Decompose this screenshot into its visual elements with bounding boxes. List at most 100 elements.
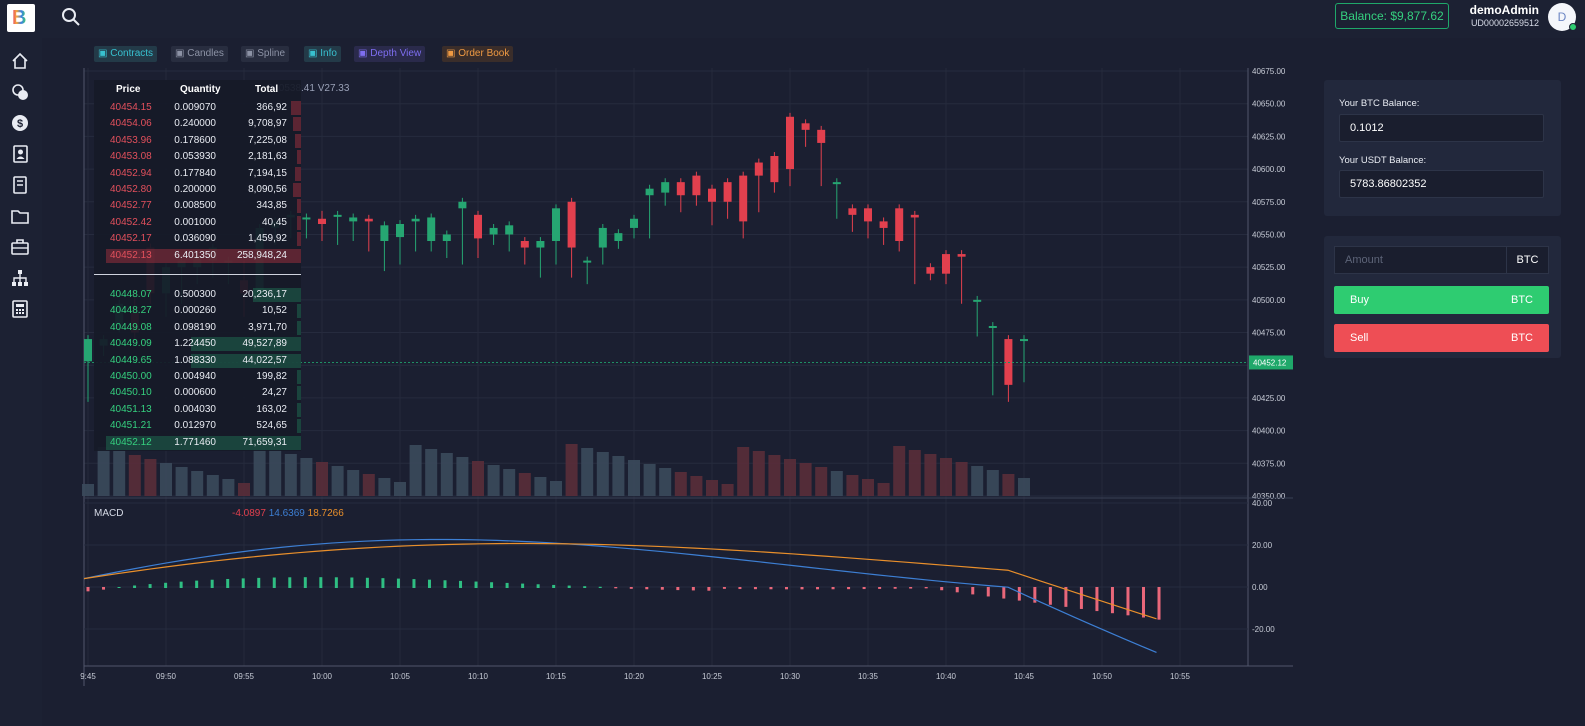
bid-row[interactable]: 40448.27 0.000260 10,52: [94, 303, 301, 319]
ask-row[interactable]: 40454.15 0.009070 366,92: [94, 100, 301, 116]
volume-bar: [456, 457, 469, 496]
ask-row[interactable]: 40452.94 0.177840 7,194,15: [94, 166, 301, 182]
macd-histogram-bar: [986, 587, 990, 597]
volume-bar: [300, 458, 313, 496]
calculator-icon[interactable]: [11, 300, 29, 318]
bid-row[interactable]: 40449.09 1.224450 49,527,89: [94, 336, 301, 352]
bid-row[interactable]: 40449.65 1.088330 44,022,57: [94, 353, 301, 369]
tab-depth-view[interactable]: ▣ Depth View: [354, 46, 426, 62]
macd-histogram-bar: [1002, 587, 1006, 599]
bid-row[interactable]: 40449.08 0.098190 3,971,70: [94, 320, 301, 336]
macd-tick: 20.00: [1252, 541, 1273, 550]
macd-histogram-bar: [210, 579, 214, 588]
search-icon[interactable]: [60, 6, 82, 28]
volume-bar: [238, 483, 250, 496]
tab-info[interactable]: ▣ Info: [304, 46, 341, 62]
macd-histogram-bar: [133, 585, 137, 588]
candle: [442, 234, 451, 241]
tab-spline[interactable]: ▣ Spline: [241, 46, 290, 62]
depth-bar: [290, 101, 301, 115]
ask-price: 40454.15: [110, 102, 152, 113]
volume-bar: [128, 455, 141, 496]
macd-histogram-bar: [831, 587, 835, 590]
macd-histogram-bar: [288, 577, 292, 588]
home-icon[interactable]: [11, 52, 29, 70]
network-icon[interactable]: [11, 269, 29, 287]
contacts-icon[interactable]: [11, 145, 29, 163]
amount-input[interactable]: [1334, 246, 1506, 274]
ask-row[interactable]: 40452.17 0.036090 1,459,92: [94, 231, 301, 247]
depth-bar: [296, 215, 301, 230]
bid-row[interactable]: 40451.13 0.004030 163,02: [94, 402, 301, 418]
macd-histogram-bar: [179, 581, 183, 588]
tab-order-book[interactable]: ▣ Order Book: [442, 46, 514, 62]
macd-histogram-bar: [117, 587, 121, 588]
ask-quantity: 0.001000: [174, 216, 216, 228]
macd-histogram-bar: [552, 584, 556, 588]
bid-quantity: 0.000260: [174, 305, 216, 317]
signal-line: [83, 542, 1157, 620]
tab-candles[interactable]: ▣ Candles: [171, 46, 228, 62]
volume-bar: [175, 467, 188, 496]
volume-bar: [1018, 478, 1030, 496]
coins-icon[interactable]: [11, 83, 29, 101]
ask-row[interactable]: 40453.08 0.053930 2,181,63: [94, 149, 301, 165]
macd-histogram-bar: [1126, 587, 1130, 616]
tab-contracts[interactable]: ▣ Contracts: [94, 46, 158, 62]
macd-histogram-bar: [195, 580, 199, 588]
volume-bar: [862, 479, 874, 496]
ask-row[interactable]: 40452.42 0.001000 40,45: [94, 215, 301, 231]
ask-total: 258,948,24: [236, 249, 287, 261]
ask-row[interactable]: 40452.13 6.401350 258,948,24: [94, 248, 301, 264]
ask-row[interactable]: 40452.80 0.200000 8,090,56: [94, 182, 301, 198]
macd-histogram-bar: [769, 587, 773, 590]
ask-row[interactable]: 40453.96 0.178600 7,225,08: [94, 133, 301, 149]
bid-row[interactable]: 40451.21 0.012970 524,65: [94, 418, 301, 434]
bid-quantity: 0.004030: [174, 403, 216, 415]
macd-histogram-bar: [365, 577, 369, 588]
macd-histogram-bar: [893, 587, 897, 589]
macd-histogram-bar: [412, 579, 416, 588]
depth-bar: [106, 248, 301, 263]
bid-row[interactable]: 40450.10 0.000600 24,27: [94, 385, 301, 401]
folder-icon[interactable]: [11, 207, 29, 225]
volume-bar: [409, 445, 422, 496]
briefcase-icon[interactable]: [11, 238, 29, 256]
candle: [879, 221, 888, 228]
volume-bar: [799, 463, 812, 496]
dollar-icon[interactable]: $: [11, 114, 29, 132]
bid-row[interactable]: 40448.07 0.500300 20,236,17: [94, 287, 301, 303]
macd-histogram-bar: [1017, 587, 1021, 601]
bid-row[interactable]: 40450.00 0.004940 199,82: [94, 369, 301, 385]
sell-button[interactable]: Sell BTC: [1334, 324, 1549, 352]
tab-label: Spline: [257, 48, 286, 59]
macd-histogram-bar: [862, 587, 866, 590]
ask-row[interactable]: 40454.06 0.240000 9,708,97: [94, 116, 301, 132]
ask-quantity: 0.240000: [174, 118, 216, 130]
candle: [84, 339, 92, 362]
orderbook-divider: [94, 274, 301, 275]
volume-bar: [721, 484, 734, 496]
bid-price: 40448.27: [110, 305, 152, 317]
ask-price: 40452.80: [110, 184, 152, 195]
avatar[interactable]: D: [1548, 3, 1577, 31]
volume-bar: [191, 471, 204, 496]
candle: [505, 225, 514, 235]
tab-label: Contracts: [110, 48, 154, 59]
candle: [708, 188, 716, 202]
candle: [583, 260, 592, 263]
candle: [427, 217, 436, 241]
app-logo[interactable]: B: [7, 4, 35, 32]
usdt-balance-field: 5783.86802352: [1339, 170, 1544, 198]
macd-histogram-bar: [567, 585, 571, 588]
candle: [520, 241, 529, 248]
buy-button[interactable]: Buy BTC: [1334, 286, 1549, 314]
ask-row[interactable]: 40452.77 0.008500 343,85: [94, 198, 301, 214]
balance-badge[interactable]: Balance: $9,877.62: [1335, 3, 1449, 29]
volume-bar: [534, 477, 547, 496]
bid-total: 10,52: [261, 305, 287, 317]
candle: [630, 218, 638, 228]
book-icon[interactable]: [11, 176, 29, 194]
bid-row[interactable]: 40452.12 1.771460 71,659,31: [94, 435, 301, 451]
volume-bar: [877, 483, 890, 496]
